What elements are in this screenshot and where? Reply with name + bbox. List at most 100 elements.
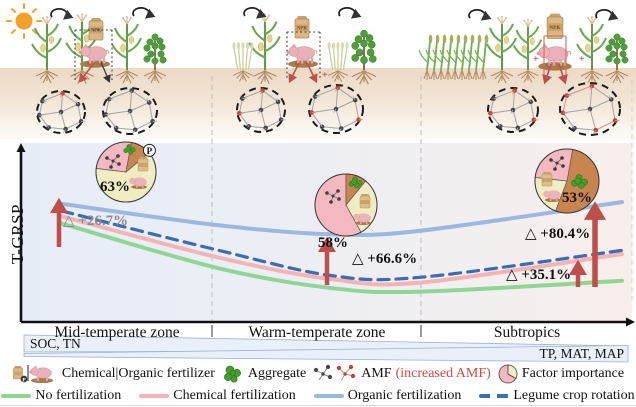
soybean-plant (143, 33, 167, 84)
aggregate-icon (223, 365, 241, 383)
soc-tn-label: SOC, TN (30, 336, 81, 351)
sun-icon (6, 3, 42, 39)
tp-mat-map-label: TP, MAT, MAP (539, 346, 624, 361)
chemical-fertilization-label: Chemical fertilization (173, 388, 296, 403)
rotation-arrow-icon (243, 7, 267, 19)
amf-circle (236, 87, 286, 133)
npk-bag-icon: NPK (294, 16, 310, 39)
amf-circle (102, 87, 158, 135)
amf-circle (487, 87, 539, 133)
organic-input-arrow (78, 61, 96, 83)
zone-label-subtropics: Subtropics (493, 324, 561, 341)
organic-input-arrow (288, 62, 300, 84)
legume-rotation-line-swatch (479, 393, 510, 399)
zone-label-mid-temperate: Mid-temperate zone (54, 324, 180, 341)
p-badge: P (147, 146, 153, 156)
increase-arrows (50, 197, 606, 287)
amf-mini-icon (105, 154, 121, 169)
delta-annotation-26: △ +26.7% (63, 213, 129, 229)
organic-fertilization-line-swatch (313, 394, 344, 398)
organic-input-arrow (558, 63, 568, 85)
plus-sign: + (322, 70, 328, 81)
bottom-divider (0, 405, 636, 406)
zone-label-warm-temperate: Warm-temperate zone (248, 324, 386, 341)
pig-mini-icon (353, 213, 371, 225)
rotation-arrow-icon (595, 9, 619, 21)
crop-plants (31, 13, 629, 85)
factor-importance-pies: P (95, 141, 600, 237)
npk-bag-label: NPK (297, 27, 307, 32)
organic-input-arrow (306, 62, 318, 84)
factor-pie-3 (534, 148, 600, 214)
legend-organic-fertilization: Organic fertilization (313, 388, 462, 404)
organic-fertilization-label: Organic fertilization (347, 388, 462, 403)
legend-legume-rotation: Legume crop rotation (479, 388, 635, 404)
agg-mini-icon (571, 174, 588, 189)
pig-icon (286, 43, 318, 68)
fertilizer-connector-1 (74, 29, 113, 80)
pie-slice-amf (534, 148, 574, 182)
treatment-curves (60, 200, 624, 295)
amf-mini-icon (325, 189, 341, 204)
legend-amf: AMF (increased AMF) (313, 362, 491, 386)
curve-organic-fertilization (60, 200, 624, 237)
pie-percent-sub: 53% (562, 190, 592, 206)
amf-circle (36, 90, 86, 134)
bag-mini-icon (137, 157, 149, 172)
rotation-arrow-icon (468, 9, 492, 21)
factor-pie-1: P (95, 141, 157, 203)
soybean-plant (351, 29, 377, 85)
no-fertilization-line-swatch (1, 394, 32, 398)
rotation-arrow-icon (132, 7, 156, 19)
agg-mini-icon (123, 144, 136, 155)
fertilizer-connector-2 (286, 31, 321, 80)
legend-fertilizer: P Chemical|Organic fertilizer (12, 362, 215, 386)
legend-increased-amf-label: (increased AMF) (395, 366, 491, 381)
legend-factor-label: Factor importance (521, 366, 625, 381)
rice-plants (418, 34, 489, 80)
axes (16, 143, 635, 327)
fertilizer-connector-3 (543, 35, 567, 76)
legend-aggregate: Aggregate (222, 364, 306, 384)
curve-no-fertilization (60, 221, 624, 295)
bag-mini-icon (359, 194, 371, 209)
pig-mini-icon (129, 177, 147, 189)
sky-background (0, 0, 636, 68)
corn-plant (111, 16, 142, 84)
gradient-bars (23, 334, 629, 363)
fertilizer-icons: P (13, 365, 53, 383)
rotation-arrow-icons (50, 7, 619, 21)
legend-factor-importance: Factor importance (498, 364, 624, 384)
wheat-plant (232, 42, 254, 82)
delta-annotation-80: △ +80.4% (525, 226, 591, 242)
y-axis-label: T-GRSP (8, 204, 27, 265)
amf-network-circles (36, 82, 621, 136)
zone-label-separator (211, 325, 213, 337)
amf-icons (314, 364, 356, 382)
agg-mini-icon (348, 176, 363, 189)
p-badge: P (22, 377, 26, 383)
corn-plant (486, 16, 517, 84)
rotation-arrow-icon (338, 7, 362, 19)
legend-row-icons: P Chemical|Organic fertilizer Aggregate (0, 362, 636, 386)
rotation-arrow-icon (50, 8, 74, 20)
pie-percent-mid: 63% (100, 179, 130, 195)
chemical-fertilization-line-swatch (139, 394, 170, 398)
legend-fertilizer-label: Chemical|Organic fertilizer (61, 366, 215, 381)
zone-label-separator (420, 325, 422, 337)
delta-annotation-35: △ +35.1% (506, 267, 572, 283)
corn-plant (31, 16, 62, 84)
pie-slice-amf (95, 141, 132, 173)
pig-icons (78, 43, 572, 71)
legume-rotation-label: Legume crop rotation (513, 388, 635, 403)
zone-separator-lines (211, 76, 633, 322)
npk-bag-label: NPK (549, 25, 561, 31)
corn-plant (512, 18, 543, 83)
pie-percent-warm: 58% (318, 235, 348, 251)
legend-row-series: No fertilization Chemical fertilization … (0, 387, 636, 405)
chemical-input-arrow (100, 61, 111, 83)
amf-circle (559, 82, 621, 136)
